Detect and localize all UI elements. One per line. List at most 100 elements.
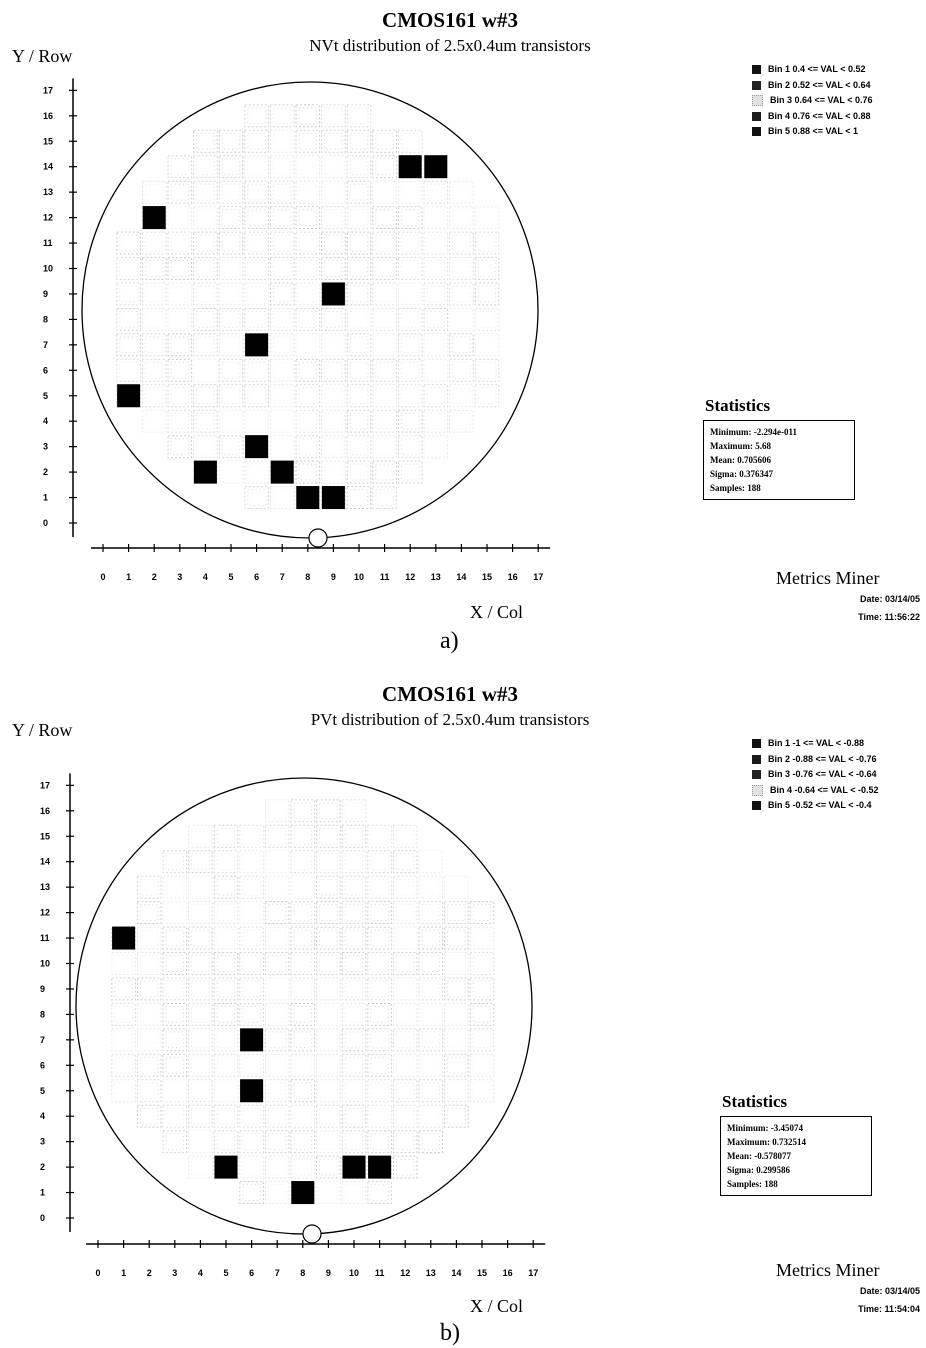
wafer-die-texture xyxy=(319,1107,338,1125)
wafer-die xyxy=(316,1155,341,1179)
x-tick-label: 12 xyxy=(400,1268,410,1278)
wafer-die-texture xyxy=(114,980,133,998)
wafer-die xyxy=(141,282,167,306)
wafer-die xyxy=(367,824,392,848)
statistics-label: Samples: xyxy=(710,483,746,493)
wafer-die xyxy=(188,926,213,950)
wafer-die xyxy=(423,257,449,280)
wafer-die-texture xyxy=(242,980,261,998)
wafer-die-texture xyxy=(272,387,292,405)
wafer-die xyxy=(116,333,141,357)
x-tick-label: 9 xyxy=(331,572,336,582)
wafer-die xyxy=(244,104,269,128)
wafer-die xyxy=(295,307,321,331)
wafer-die xyxy=(444,952,469,975)
wafer-die xyxy=(449,180,474,204)
x-tick-label: 17 xyxy=(528,1268,538,1278)
wafer-die xyxy=(444,1002,469,1026)
wafer-die-texture xyxy=(191,1107,210,1125)
wafer-die-texture xyxy=(298,463,318,481)
wafer-die xyxy=(188,1130,213,1154)
wafer-die xyxy=(392,952,418,975)
y-tick-label: 0 xyxy=(40,1213,45,1223)
wafer-die-texture xyxy=(191,1005,210,1023)
wafer-die-texture xyxy=(293,878,313,896)
legend-item: Bin 4 -0.64 <= VAL < -0.52 xyxy=(752,783,878,799)
wafer-die-texture xyxy=(375,132,394,150)
wafer-die xyxy=(295,129,321,153)
statistics-value: 188 xyxy=(762,1179,778,1189)
wafer-die-texture xyxy=(293,1107,313,1125)
wafer-die xyxy=(244,486,269,509)
wafer-die-texture xyxy=(319,1133,338,1151)
x-tick-label: 3 xyxy=(177,572,182,582)
wafer-die xyxy=(469,1079,495,1103)
statistics-value: 0.299586 xyxy=(754,1165,790,1175)
wafer-die-texture xyxy=(242,1056,261,1074)
wafer-die-texture xyxy=(452,412,471,430)
legend-swatch xyxy=(752,801,761,811)
wafer-die-texture xyxy=(247,107,266,125)
wafer-die xyxy=(295,231,321,255)
wafer-die xyxy=(162,977,188,1001)
wafer-die-texture xyxy=(344,904,364,922)
wafer-die-texture xyxy=(196,209,215,227)
wafer-die xyxy=(316,1104,341,1128)
y-tick-label: 10 xyxy=(43,264,53,274)
wafer-die xyxy=(239,824,264,848)
wafer-die-texture xyxy=(216,955,236,972)
wafer-die-texture xyxy=(293,827,313,845)
wafer-die xyxy=(188,850,213,874)
legend-item: Bin 1 -1 <= VAL < -0.88 xyxy=(752,736,878,752)
wafer-die-texture xyxy=(421,1082,441,1100)
wafer-die xyxy=(269,180,295,204)
y-tick-label: 14 xyxy=(43,162,53,172)
wafer-die xyxy=(269,155,295,179)
wafer-die-texture xyxy=(170,158,190,176)
legend-label: Bin 1 0.4 <= VAL < 0.52 xyxy=(768,64,866,74)
wafer-die xyxy=(239,926,264,950)
wafer-die-texture xyxy=(298,234,318,252)
wafer-die xyxy=(239,1002,264,1026)
wafer-die xyxy=(264,1155,290,1179)
wafer-die-texture xyxy=(267,1133,287,1151)
wafer-die xyxy=(341,926,367,950)
wafer-die-texture xyxy=(293,980,313,998)
wafer-die-texture xyxy=(272,412,292,430)
y-tick-label: 13 xyxy=(43,187,53,197)
legend-item: Bin 2 0.52 <= VAL < 0.64 xyxy=(752,78,872,94)
wafer-die xyxy=(136,1053,162,1077)
wafer-die xyxy=(316,850,341,874)
wafer-die xyxy=(111,1028,136,1052)
wafer-die xyxy=(264,824,290,848)
wafer-die-highlighted xyxy=(112,926,136,950)
wafer-die-texture xyxy=(139,1031,159,1049)
date-label: Date: 03/14/05 xyxy=(859,1286,920,1296)
wafer-die-texture xyxy=(144,183,164,201)
wafer-die xyxy=(193,358,218,382)
wafer-die-highlighted xyxy=(245,333,269,357)
statistics-label: Mean: xyxy=(710,455,735,465)
wafer-die-texture xyxy=(196,336,215,354)
wafer-die-texture xyxy=(447,1005,466,1023)
wafer-die-texture xyxy=(242,1107,261,1125)
wafer-die xyxy=(449,384,474,408)
wafer-die xyxy=(444,875,469,899)
wafer-die xyxy=(392,875,418,899)
wafer-die-texture xyxy=(421,980,441,998)
wafer-die xyxy=(474,333,500,357)
wafer-die xyxy=(474,206,500,230)
wafer-die xyxy=(449,409,474,433)
wafer-die xyxy=(469,1028,495,1052)
wafer-die xyxy=(418,1053,444,1077)
y-tick-label: 8 xyxy=(40,1009,45,1019)
wafer-die xyxy=(239,875,264,899)
wafer-die xyxy=(295,384,321,408)
wafer-die xyxy=(316,1079,341,1103)
wafer-die-texture xyxy=(421,1005,441,1023)
wafer-die xyxy=(418,901,444,925)
wafer-die xyxy=(193,155,218,179)
wafer-die xyxy=(290,1130,316,1154)
wafer-die xyxy=(341,977,367,1001)
wafer-die xyxy=(392,901,418,925)
